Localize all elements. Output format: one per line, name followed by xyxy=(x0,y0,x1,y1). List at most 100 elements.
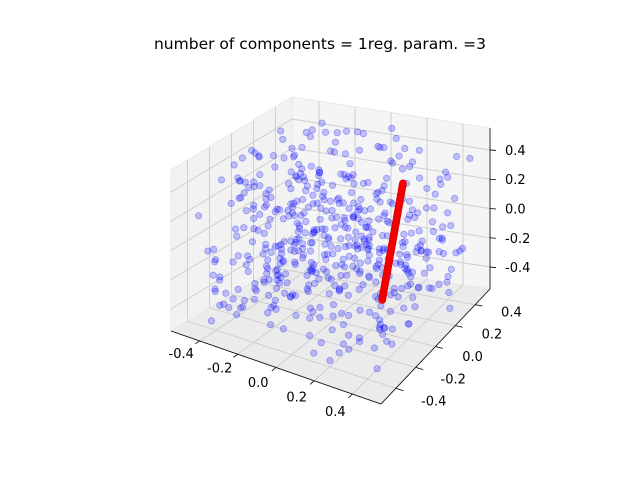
scatter-point xyxy=(298,143,306,151)
scatter-point xyxy=(288,290,297,299)
scatter-point xyxy=(256,171,264,179)
scatter-point xyxy=(312,269,320,277)
scatter-point xyxy=(303,182,311,190)
scatter-point xyxy=(379,246,387,254)
scatter-point xyxy=(277,241,285,249)
scatter-point xyxy=(349,171,357,179)
scatter-point xyxy=(287,200,295,208)
y-tick-mark xyxy=(435,346,444,349)
scatter-point xyxy=(364,246,372,254)
scatter-series-sample xyxy=(195,119,474,373)
scatter-point xyxy=(349,212,358,220)
scatter-point xyxy=(373,195,381,203)
scatter-point xyxy=(319,192,327,200)
scatter-point xyxy=(272,305,280,313)
scatter-point xyxy=(289,199,298,207)
scatter-point xyxy=(295,234,303,243)
scatter-point xyxy=(382,337,391,345)
scatter-point xyxy=(315,166,323,174)
scatter-point xyxy=(334,244,342,253)
scatter-point xyxy=(345,241,353,249)
scatter-point xyxy=(267,248,275,256)
scatter-point xyxy=(408,268,416,276)
y-gridline xyxy=(187,160,397,389)
scatter-point xyxy=(313,199,321,207)
scatter-point xyxy=(320,188,328,197)
scatter-point xyxy=(315,275,323,283)
scatter-point xyxy=(405,197,414,205)
scatter-point xyxy=(277,127,285,135)
x-gridline xyxy=(352,123,464,395)
x-gridline xyxy=(313,118,428,382)
scatter-point xyxy=(290,240,299,249)
scatter-point xyxy=(388,340,396,348)
scatter-point xyxy=(422,254,430,262)
scatter-point xyxy=(262,195,270,203)
scatter-point xyxy=(398,284,406,292)
scatter-point xyxy=(264,222,272,230)
scatter-point xyxy=(255,153,263,161)
scatter-point xyxy=(272,284,281,292)
scatter-point xyxy=(277,245,286,253)
scatter-point xyxy=(416,241,424,249)
scatter-point xyxy=(327,242,335,251)
scatter-point xyxy=(400,230,408,238)
scatter-point xyxy=(294,176,303,184)
scatter-point xyxy=(306,247,315,255)
scatter-point xyxy=(388,200,397,208)
scatter-point xyxy=(265,276,273,284)
scatter-point xyxy=(209,271,217,279)
scatter-point xyxy=(309,308,317,316)
scatter-point xyxy=(241,178,249,186)
scatter-point xyxy=(195,212,203,220)
scatter-point xyxy=(351,254,359,262)
scatter-point xyxy=(294,247,302,255)
scatter-point xyxy=(234,252,242,260)
scatter-point xyxy=(343,271,351,279)
scatter-point xyxy=(250,225,258,233)
scatter-point xyxy=(358,218,366,226)
scatter-point xyxy=(375,256,384,264)
scatter-point xyxy=(291,291,300,300)
scatter-point xyxy=(316,303,324,311)
scatter-point xyxy=(261,245,270,253)
z-gridline xyxy=(170,235,491,310)
scatter-point xyxy=(405,211,414,219)
scatter-point xyxy=(335,349,343,357)
scatter-point xyxy=(317,204,325,212)
scatter-point xyxy=(260,229,268,237)
scatter-point xyxy=(428,284,436,293)
scatter-point xyxy=(300,176,309,185)
scatter-point xyxy=(276,260,284,268)
x-gridline xyxy=(199,101,320,342)
scatter-point xyxy=(353,128,362,136)
scatter-point xyxy=(273,265,281,274)
scatter-point xyxy=(404,282,412,290)
scatter-point xyxy=(342,175,350,183)
scatter-point xyxy=(345,252,353,260)
scatter-point xyxy=(447,222,455,230)
scatter-point xyxy=(222,289,230,297)
scatter-point xyxy=(374,142,382,150)
scatter-point xyxy=(275,279,284,287)
scatter-point xyxy=(405,163,414,171)
scatter-point xyxy=(250,295,258,303)
scatter-point xyxy=(273,276,281,284)
scatter-point xyxy=(382,174,391,182)
scatter-point xyxy=(272,266,280,275)
scatter-point xyxy=(347,189,356,197)
scatter-point xyxy=(388,159,397,167)
scatter-point xyxy=(302,187,310,195)
scatter-point xyxy=(299,251,307,259)
scatter-point xyxy=(344,291,352,299)
scatter-point xyxy=(372,190,380,198)
scatter-point xyxy=(410,213,419,222)
scatter-point xyxy=(365,272,373,280)
scatter-point xyxy=(339,199,347,207)
scatter-point xyxy=(299,173,307,181)
scatter-point xyxy=(345,345,353,353)
y-tick-label: -0.4 xyxy=(421,395,446,410)
scatter-point xyxy=(349,199,358,207)
scatter-point xyxy=(324,274,332,282)
scatter-point xyxy=(271,163,279,171)
